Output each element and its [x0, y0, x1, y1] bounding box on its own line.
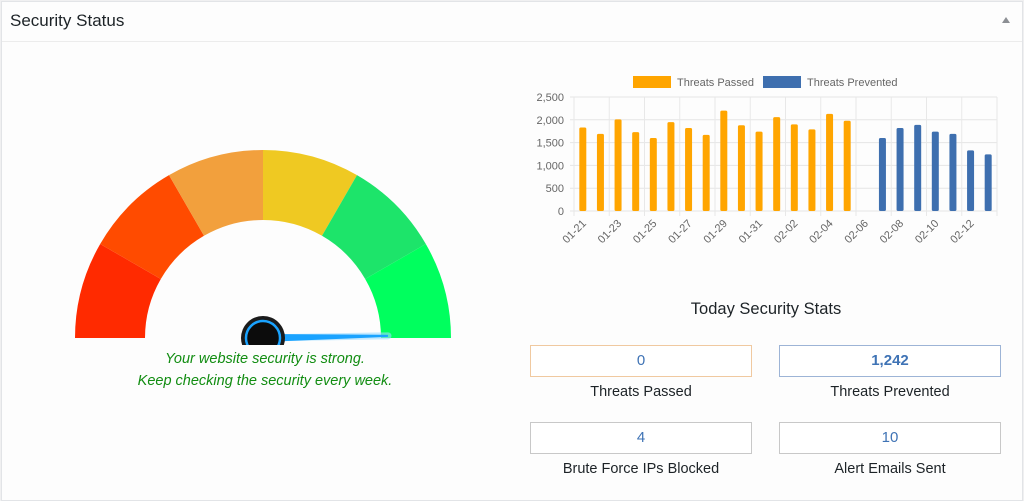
gauge-segment: [100, 175, 204, 279]
gauge-needle: [263, 334, 388, 342]
gauge-segment: [263, 150, 357, 236]
panel-title: Security Status: [10, 11, 125, 30]
x-tick-label: 02-02: [772, 218, 800, 246]
bar: [685, 128, 693, 211]
brute-force-ips-value: 4: [530, 422, 752, 454]
bar: [967, 150, 975, 211]
legend-swatch[interactable]: [633, 76, 671, 88]
x-tick-label: 02-08: [878, 218, 906, 246]
gauge-segment: [75, 244, 161, 338]
x-tick-label: 02-06: [843, 218, 871, 246]
bar: [843, 120, 851, 211]
threats-passed-label: Threats Passed: [590, 384, 692, 400]
bar: [914, 124, 922, 211]
bar: [667, 122, 675, 211]
x-tick-label: 01-31: [737, 218, 765, 246]
x-tick-label: 02-10: [913, 218, 941, 246]
bar: [773, 117, 781, 211]
bar: [720, 110, 728, 211]
gauge-segment: [365, 244, 451, 338]
bar: [649, 138, 657, 211]
gauge-message-line1: Your website security is strong.: [165, 351, 365, 367]
x-tick-label: 01-23: [596, 218, 624, 246]
bar: [896, 128, 904, 211]
x-tick-label: 01-29: [702, 218, 730, 246]
gauge-segment: [322, 175, 426, 279]
gauge-message-line2: Keep checking the security every week.: [137, 373, 393, 389]
legend-label[interactable]: Threats Passed: [677, 77, 754, 89]
bar: [949, 133, 957, 211]
gauge-segment: [169, 150, 263, 236]
y-tick-label: 2,000: [536, 115, 564, 127]
bar: [614, 119, 622, 211]
y-tick-label: 1,500: [536, 138, 564, 150]
y-tick-label: 0: [558, 206, 564, 218]
y-tick-label: 2,500: [536, 92, 564, 104]
collapse-toggle-icon[interactable]: [1000, 15, 1012, 27]
security-gauge: [75, 150, 451, 345]
bar: [931, 131, 939, 211]
x-tick-label: 01-21: [561, 218, 589, 246]
bar: [878, 138, 886, 211]
bar: [808, 129, 816, 211]
x-tick-label: 01-27: [666, 218, 694, 246]
x-tick-label: 02-04: [807, 218, 835, 246]
alert-emails-value: 10: [779, 422, 1001, 454]
brute-force-ips-label: Brute Force IPs Blocked: [562, 461, 720, 477]
x-tick-label: 02-12: [948, 218, 976, 246]
legend-swatch[interactable]: [763, 76, 801, 88]
bar: [702, 134, 710, 211]
bar: [737, 125, 745, 211]
alert-emails-label: Alert Emails Sent: [834, 461, 946, 477]
panel-header[interactable]: Security Status: [2, 2, 1022, 42]
bar: [755, 131, 763, 211]
bar: [826, 113, 834, 211]
bar: [790, 124, 798, 211]
bar: [596, 133, 604, 211]
threats-prevented-label: Threats Prevented: [830, 384, 950, 400]
y-tick-label: 1,000: [536, 160, 564, 172]
stats-title: Today Security Stats: [690, 300, 842, 318]
bar: [984, 154, 992, 211]
bar: [579, 127, 587, 211]
threats-passed-value: 0: [530, 345, 752, 377]
threats-prevented-value: 1,242: [779, 345, 1001, 377]
x-tick-label: 01-25: [631, 218, 659, 246]
legend-label[interactable]: Threats Prevented: [807, 77, 898, 89]
bar: [632, 132, 640, 211]
y-tick-label: 500: [546, 183, 564, 195]
